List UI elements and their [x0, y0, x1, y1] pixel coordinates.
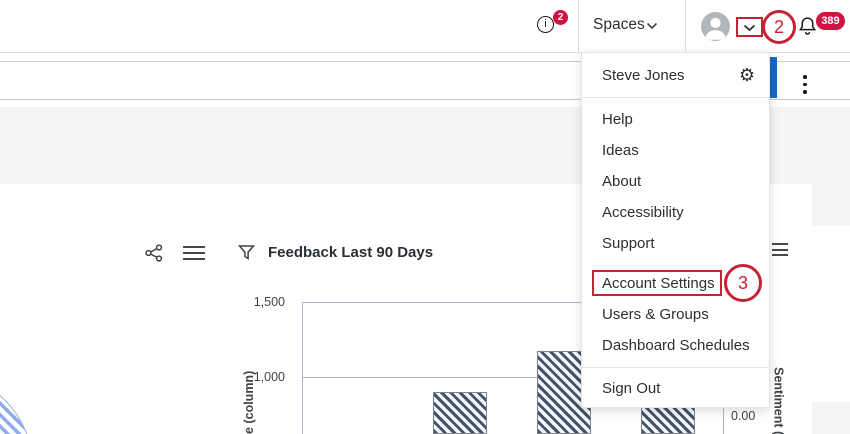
y-tick-right-0: 0.00	[731, 409, 756, 423]
spaces-menu[interactable]: Spaces	[593, 16, 645, 33]
topbar-divider	[685, 0, 686, 52]
menu-item-dashboard-schedules[interactable]: Dashboard Schedules	[602, 337, 750, 354]
left-axis-label: Volume (column)	[242, 370, 256, 434]
menu-divider	[582, 367, 769, 368]
avatar[interactable]	[701, 12, 730, 41]
user-menu-header: Steve Jones ⚙	[582, 53, 769, 98]
user-name: Steve Jones	[602, 66, 685, 84]
menu-item-account-settings[interactable]: Account Settings	[602, 275, 715, 292]
right-axis-label: Sentiment (line)	[771, 367, 786, 434]
gridline-1000	[302, 377, 723, 378]
gridline-1500	[302, 302, 723, 303]
gear-icon[interactable]: ⚙	[738, 65, 755, 85]
y-tick-1500: 1,500	[253, 295, 285, 309]
widget-title: Feedback Last 90 Days	[268, 244, 434, 261]
info-badge: 2	[553, 10, 568, 25]
menu-item-sign-out[interactable]: Sign Out	[602, 380, 661, 397]
annotation-box-step3	[592, 270, 722, 296]
notification-badge: 389	[816, 12, 845, 30]
topbar-border	[0, 52, 850, 53]
share-icon[interactable]	[145, 244, 163, 262]
pie-chart-fragment	[0, 370, 34, 434]
hamburger-menu-icon[interactable]	[183, 246, 205, 260]
bell-icon[interactable]	[797, 15, 818, 36]
user-dropdown-menu: Steve Jones ⚙ Help Ideas About Accessibi…	[581, 52, 770, 408]
y-tick-1000: 1,000	[253, 370, 285, 384]
chevron-down-icon[interactable]	[646, 22, 658, 30]
bar	[433, 392, 487, 434]
filter-icon[interactable]	[238, 244, 255, 261]
info-icon[interactable]: i	[537, 16, 554, 33]
page-background-gutter	[812, 402, 850, 434]
menu-item-accessibility[interactable]: Accessibility	[602, 204, 684, 221]
left-axis-line	[302, 302, 303, 434]
toolbar-border-top	[0, 61, 850, 62]
annotation-circle-step3: 3	[724, 264, 762, 302]
primary-button-edge[interactable]	[769, 57, 777, 98]
annotation-circle-step2: 2	[762, 10, 796, 44]
menu-item-users-groups[interactable]: Users & Groups	[602, 306, 709, 323]
widget-hamburger-icon[interactable]	[772, 243, 788, 256]
user-menu-chevron-icon[interactable]	[743, 24, 756, 32]
topbar-divider	[578, 0, 579, 52]
page-background-gutter	[812, 184, 850, 226]
menu-item-ideas[interactable]: Ideas	[602, 142, 639, 159]
menu-item-support[interactable]: Support	[602, 235, 655, 252]
toolbar-border-bottom	[0, 99, 850, 100]
menu-item-about[interactable]: About	[602, 173, 642, 190]
kebab-menu-icon[interactable]	[803, 75, 807, 94]
menu-item-help[interactable]: Help	[602, 111, 633, 128]
